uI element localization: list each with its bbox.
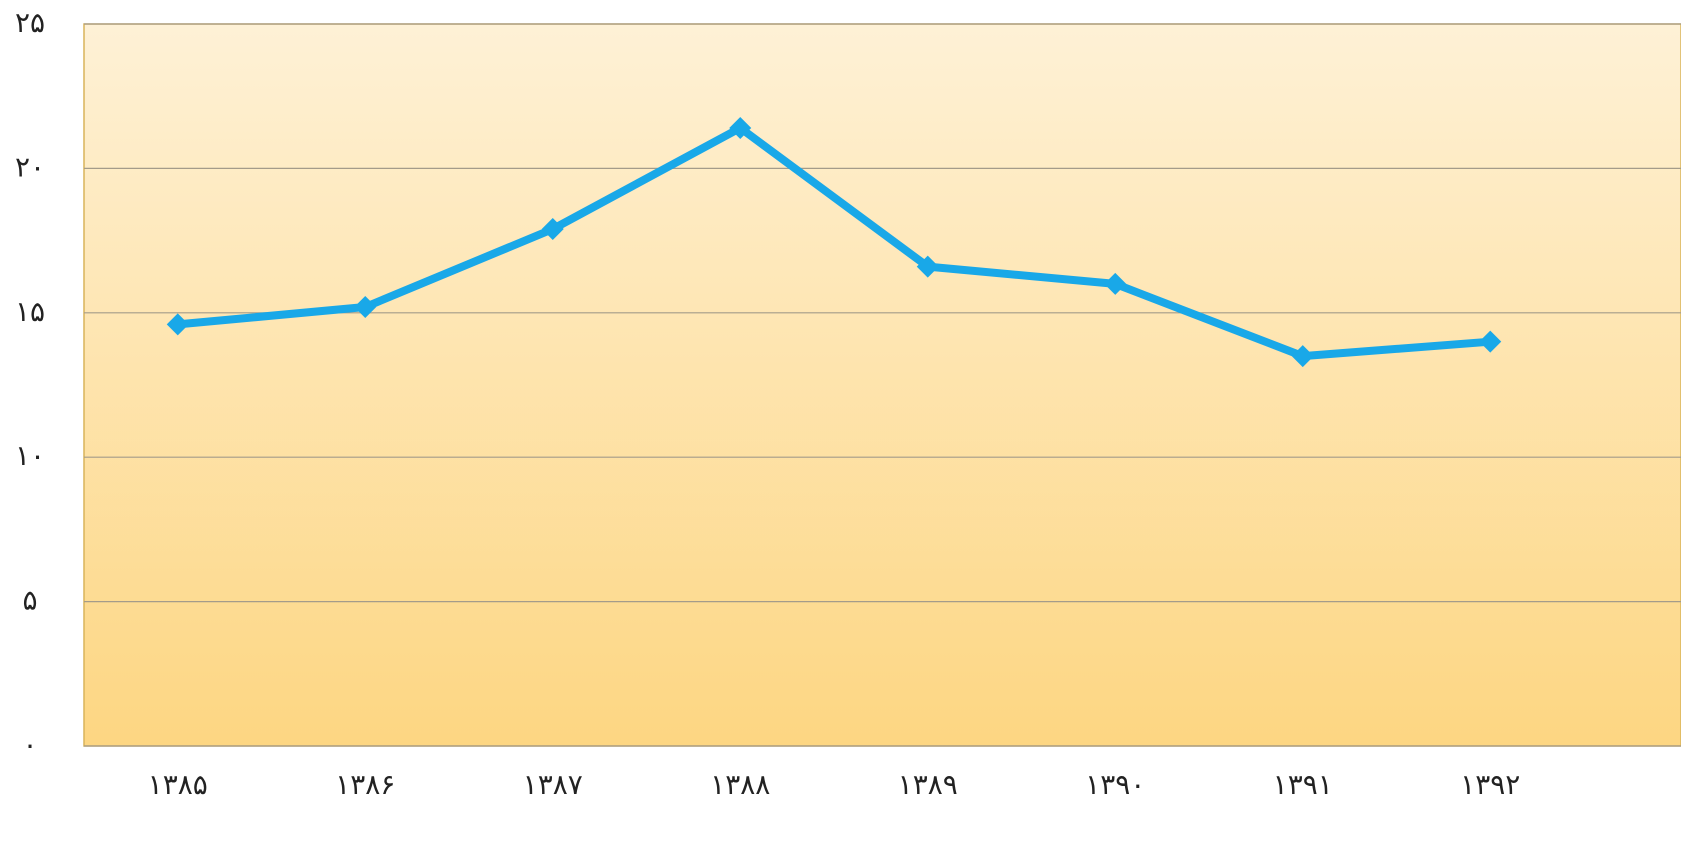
marker: [1479, 330, 1502, 353]
y-tick-label: ۰: [22, 728, 37, 761]
y-tick-label: ۱۰: [15, 439, 45, 472]
x-tick-label: ۱۳۹۲: [1460, 768, 1520, 801]
y-tick-label: ۲۵: [15, 6, 45, 39]
x-tick-label: ۱۳۸۶: [335, 768, 395, 801]
plot-area: [83, 23, 1681, 747]
x-tick-label: ۱۳۹۱: [1273, 768, 1333, 801]
marker: [354, 296, 377, 319]
x-tick-label: ۱۳۸۹: [898, 768, 958, 801]
marker: [729, 116, 752, 139]
marker: [166, 313, 189, 336]
x-tick-label: ۱۳۸۸: [710, 768, 770, 801]
marker: [1291, 345, 1314, 368]
marker: [541, 218, 564, 241]
x-tick-label: ۱۳۹۰: [1085, 768, 1145, 801]
y-tick-label: ۵: [22, 584, 37, 617]
x-tick-label: ۱۳۸۵: [148, 768, 208, 801]
y-tick-label: ۲۰: [15, 150, 45, 183]
line: [177, 123, 1491, 361]
x-tick-label: ۱۳۸۷: [523, 768, 583, 801]
y-tick-label: ۱۵: [15, 295, 45, 328]
marker: [1104, 272, 1127, 295]
marker: [916, 255, 939, 278]
